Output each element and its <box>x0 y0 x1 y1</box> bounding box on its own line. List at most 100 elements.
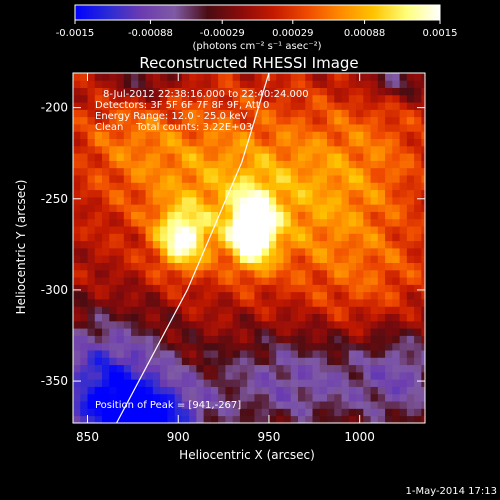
heatmap-cell <box>189 379 197 387</box>
heatmap-cell <box>290 116 299 125</box>
heatmap-cell <box>109 211 117 220</box>
heatmap-cell <box>283 379 292 387</box>
heatmap-cell <box>167 328 176 336</box>
heatmap-cell <box>109 415 117 423</box>
heatmap-cell <box>319 371 328 380</box>
heatmap-cell <box>218 196 226 205</box>
heatmap-cell <box>385 175 393 183</box>
heatmap-cell <box>116 371 125 380</box>
heatmap-cell <box>254 364 263 373</box>
heatmap-cell <box>174 175 183 183</box>
heatmap-cell <box>167 226 176 234</box>
heatmap-cell <box>247 313 255 322</box>
heatmap-cell <box>276 291 284 300</box>
heatmap-cell <box>370 277 379 285</box>
heatmap-cell <box>297 335 306 344</box>
heatmap-cell <box>225 189 234 198</box>
heatmap-cell <box>341 211 350 220</box>
heatmap-cell <box>102 415 110 423</box>
heatmap-cell <box>109 124 117 132</box>
heatmap-cell <box>297 306 306 315</box>
heatmap-cell <box>297 364 306 373</box>
heatmap-cell <box>225 145 234 154</box>
heatmap-cell <box>421 408 425 417</box>
heatmap-cell <box>94 357 103 366</box>
heatmap-cell <box>247 371 255 380</box>
heatmap-cell <box>334 350 342 358</box>
heatmap-cell <box>305 357 313 366</box>
heatmap-cell <box>370 145 379 154</box>
heatmap-cell <box>283 408 292 417</box>
heatmap-cell <box>203 379 212 387</box>
heatmap-cell <box>385 371 393 380</box>
heatmap-cell <box>131 401 139 409</box>
heatmap-cell <box>261 371 270 380</box>
heatmap-cell <box>232 393 241 402</box>
heatmap-cell <box>225 313 234 322</box>
heatmap-cell <box>363 284 371 293</box>
heatmap-cell <box>247 393 255 402</box>
heatmap-cell <box>392 94 400 103</box>
heatmap-cell <box>138 401 146 409</box>
heatmap-cell <box>327 386 335 395</box>
heatmap-cell <box>116 102 125 110</box>
heatmap-cell <box>290 182 299 191</box>
heatmap-cell <box>348 342 357 351</box>
heatmap-cell <box>232 350 241 358</box>
heatmap-cell <box>218 233 226 242</box>
heatmap-cell <box>225 167 234 176</box>
heatmap-cell <box>73 124 81 132</box>
heatmap-cell <box>261 145 270 154</box>
heatmap-cell <box>319 255 328 263</box>
heatmap-cell <box>290 313 299 322</box>
heatmap-cell <box>385 364 393 373</box>
heatmap-cell <box>305 350 313 358</box>
heatmap-cell <box>283 350 292 358</box>
heatmap-cell <box>414 175 422 183</box>
heatmap-cell <box>297 124 306 132</box>
heatmap-cell <box>334 313 342 322</box>
heatmap-cell <box>232 116 241 125</box>
heatmap-cell <box>319 379 328 387</box>
heatmap-cell <box>94 415 103 423</box>
heatmap-cell <box>131 124 139 132</box>
heatmap-cell <box>276 342 284 351</box>
heatmap-cell <box>290 196 299 205</box>
heatmap-cell <box>385 145 393 154</box>
heatmap-cell <box>399 401 408 409</box>
heatmap-cell <box>131 145 139 154</box>
heatmap-cell <box>203 408 212 417</box>
heatmap-cell <box>421 306 425 315</box>
heatmap-cell <box>363 269 371 278</box>
heatmap-cell <box>167 73 176 81</box>
heatmap-cell <box>131 415 139 423</box>
heatmap-cell <box>247 350 255 358</box>
heatmap-cell <box>189 94 197 103</box>
heatmap-cell <box>80 109 88 118</box>
heatmap-cell <box>290 328 299 336</box>
heatmap-cell <box>283 182 292 191</box>
heatmap-cell <box>196 226 205 234</box>
heatmap-cell <box>254 415 263 423</box>
heatmap-cell <box>385 218 393 227</box>
heatmap-cell <box>203 284 212 293</box>
heatmap-cell <box>305 393 313 402</box>
heatmap-cell <box>399 109 408 118</box>
heatmap-cell <box>181 189 190 198</box>
heatmap-cell <box>341 102 350 110</box>
heatmap-cell <box>363 291 371 300</box>
heatmap-cell <box>131 175 139 183</box>
heatmap-cell <box>160 109 168 118</box>
heatmap-cell <box>80 94 88 103</box>
heatmap-cell <box>196 218 205 227</box>
heatmap-cell <box>174 262 183 271</box>
heatmap-cell <box>385 233 393 242</box>
heatmap-cell <box>160 124 168 132</box>
heatmap-cell <box>123 277 132 285</box>
heatmap-cell <box>218 153 226 161</box>
heatmap-cell <box>261 167 270 176</box>
heatmap-cell <box>261 102 270 110</box>
heatmap-cell <box>421 393 425 402</box>
heatmap-cell <box>94 371 103 380</box>
heatmap-cell <box>131 131 139 140</box>
